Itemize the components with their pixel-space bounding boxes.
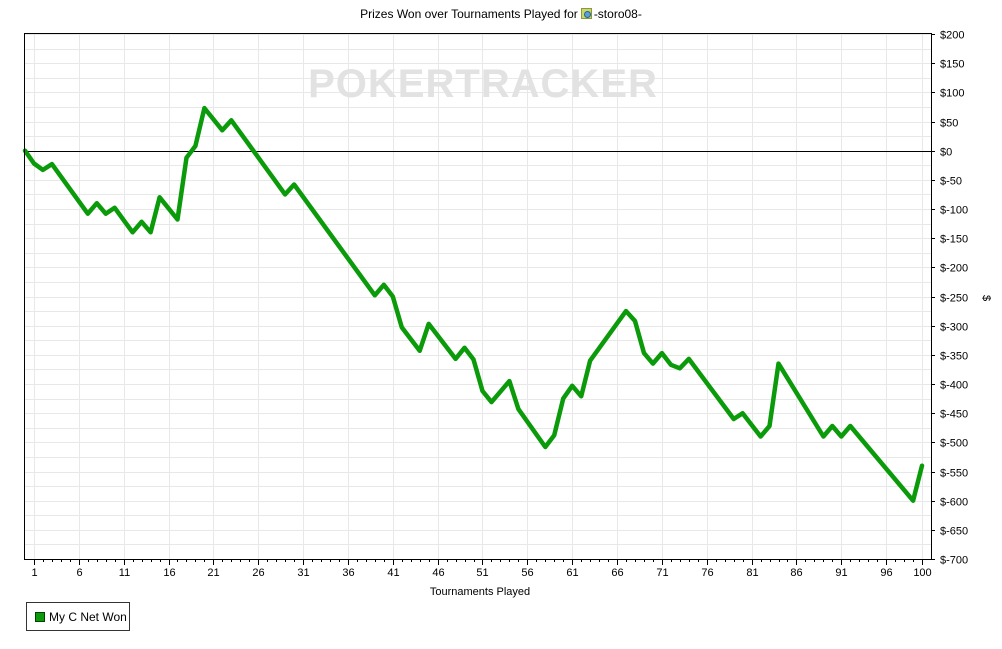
chart-title-player: -storo08- xyxy=(593,7,642,21)
y-tick-label: $0 xyxy=(940,147,952,159)
chart-title-prefix: Prizes Won over Tournaments Played for xyxy=(360,7,578,21)
x-tick-label: 36 xyxy=(342,567,354,579)
y-tick-label: $-700 xyxy=(940,555,968,567)
y-tick-label: $200 xyxy=(940,30,964,42)
x-tick-label: 91 xyxy=(835,567,847,579)
series-line-my-c-net-won xyxy=(22,105,925,503)
y-tick-label: $-500 xyxy=(940,438,968,450)
series-layer xyxy=(22,105,925,503)
y-tick-label: $-50 xyxy=(940,176,962,188)
x-tick-label: 96 xyxy=(880,567,892,579)
y-tick-label: $-350 xyxy=(940,351,968,363)
y-tick-label: $50 xyxy=(940,118,958,130)
y-tick-label: $150 xyxy=(940,59,964,71)
player-flag-icon xyxy=(580,8,592,19)
x-tick-label: 6 xyxy=(76,567,82,579)
x-axis: 1 6 11 16 21 26 31 36 41 46 51 56 61 66 71 76 81 86 91 96 10… xyxy=(31,559,932,579)
plot-frame xyxy=(24,33,932,560)
y-tick-label: $-250 xyxy=(940,293,968,305)
y-tick-label: $-200 xyxy=(940,263,968,275)
x-tick-label: 11 xyxy=(119,567,130,579)
x-tick-label: 76 xyxy=(701,567,713,579)
y-axis: $200 $150 $100 $50 $0 $-50 $-100 $-150 $-200 $-25… xyxy=(931,30,968,567)
x-tick-label: 41 xyxy=(387,567,399,579)
y-tick-label: $-100 xyxy=(940,205,968,217)
x-tick-label: 51 xyxy=(476,567,488,579)
legend-swatch-my-c-net-won xyxy=(35,611,45,622)
y-tick-label: $-450 xyxy=(940,409,968,421)
x-axis-label: Tournaments Played xyxy=(430,586,530,598)
x-tick-label: 100 xyxy=(913,567,931,579)
x-tick-label: 21 xyxy=(207,567,219,579)
y-tick-label: $-400 xyxy=(940,380,968,392)
x-tick-label: 71 xyxy=(656,567,668,579)
x-tick-label: 61 xyxy=(566,567,578,579)
y-tick-label: $-300 xyxy=(940,322,968,334)
x-tick-label: 86 xyxy=(790,567,802,579)
legend: My C Net Won xyxy=(26,602,130,631)
y-axis-label: $ xyxy=(980,295,992,301)
x-tick-label: 66 xyxy=(611,567,623,579)
y-tick-label: $-150 xyxy=(940,234,968,246)
x-tick-label: 56 xyxy=(521,567,533,579)
y-tick-label: $-650 xyxy=(940,526,968,538)
y-tick-label: $-550 xyxy=(940,468,968,480)
x-tick-label: 81 xyxy=(746,567,758,579)
chart-title: Prizes Won over Tournaments Played for -s… xyxy=(0,7,1002,21)
x-tick-label: 31 xyxy=(297,567,309,579)
grid-lines xyxy=(25,34,931,560)
watermark: POKERTRACKER xyxy=(308,62,658,106)
x-tick-label: 26 xyxy=(252,567,264,579)
y-tick-label: $100 xyxy=(940,88,964,100)
legend-label-my-c-net-won: My C Net Won xyxy=(49,609,127,624)
y-tick-label: $-600 xyxy=(940,497,968,509)
x-tick-label: 46 xyxy=(432,567,444,579)
x-tick-label: 16 xyxy=(163,567,175,579)
x-tick-label: 1 xyxy=(31,567,37,579)
